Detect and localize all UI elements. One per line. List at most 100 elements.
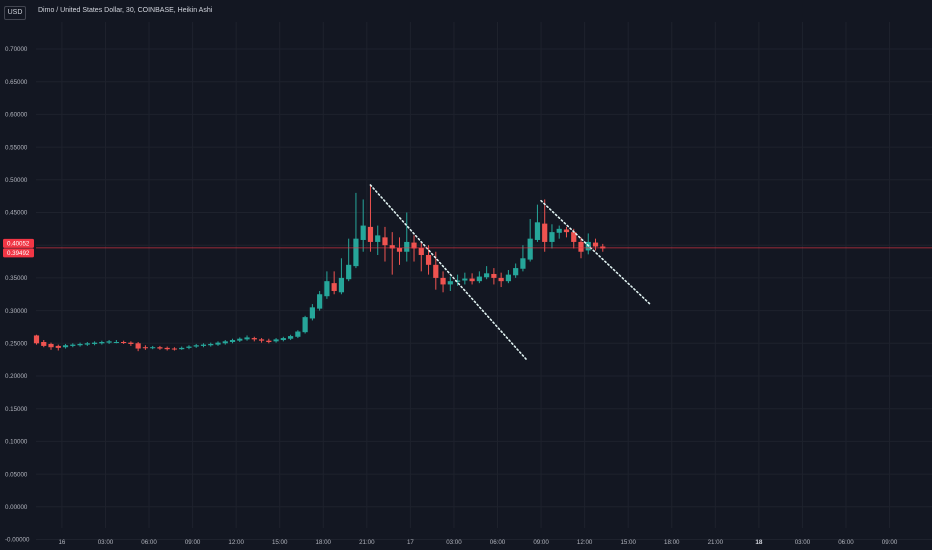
candle-body [440, 277, 446, 285]
candle-body [454, 280, 461, 282]
currency-selector[interactable]: USD [4, 6, 26, 20]
candle-body [433, 264, 439, 278]
trendline[interactable] [369, 184, 528, 361]
trendline[interactable] [540, 199, 651, 305]
candle [542, 199, 548, 252]
candle [491, 268, 497, 285]
symbol-title: Dimo / United States Dollar, 30, COINBAS… [38, 7, 213, 14]
candle [367, 184, 374, 252]
candle-body [77, 343, 83, 346]
candle [84, 341, 90, 346]
candle-body [33, 335, 40, 344]
candle-body [244, 337, 250, 340]
x-tick-label: 15:00 [272, 539, 288, 546]
y-tick-label: 0.45000 [5, 210, 28, 217]
candle [317, 290, 323, 311]
candle-body [142, 347, 148, 349]
candle-body [266, 340, 272, 342]
candle [425, 245, 432, 275]
candle [563, 226, 570, 238]
candle [70, 343, 76, 348]
x-tick-label: 06:00 [490, 539, 506, 546]
candle [556, 225, 562, 239]
candle-body [237, 338, 243, 341]
candle-body [157, 347, 163, 349]
candle [113, 340, 119, 344]
candle-body [288, 336, 294, 339]
candle [382, 226, 388, 262]
x-tick-label: 16 [58, 539, 65, 546]
candle-body [280, 338, 286, 341]
candle-body [389, 245, 395, 249]
candle [295, 330, 301, 339]
candle-body [469, 278, 475, 282]
candle-body [171, 348, 178, 350]
candle-body [498, 277, 504, 282]
y-tick-label: 0.20000 [5, 373, 28, 380]
candle [229, 338, 236, 344]
candle [505, 270, 511, 284]
candle [440, 271, 446, 293]
candle-body [128, 342, 134, 344]
candle-body [404, 241, 410, 252]
candle-body [229, 340, 236, 342]
candle [288, 334, 294, 341]
candle [346, 238, 352, 282]
candle-body [367, 226, 374, 242]
y-axis[interactable]: 0.70000 0.65000 0.60000 0.55000 0.50000 0.450… [5, 46, 30, 544]
candle [498, 272, 504, 288]
candle-body [70, 344, 76, 346]
x-tick-label: 09:00 [882, 539, 898, 546]
candle [447, 276, 453, 291]
candle [157, 345, 163, 350]
candle-body [571, 232, 577, 242]
candle [360, 199, 366, 252]
candle-body [556, 228, 562, 233]
candle [513, 263, 519, 278]
y-tick-label: 0.15000 [5, 406, 28, 413]
candle [484, 266, 490, 280]
candle [266, 338, 272, 344]
x-tick-label: 03:00 [795, 539, 811, 546]
candle-body [113, 341, 119, 343]
candle-body [41, 341, 47, 346]
price-tag-label: 0.40052 [7, 240, 30, 247]
candle-body [179, 347, 185, 350]
y-tick-label: 0.50000 [5, 177, 28, 184]
candle-body [578, 241, 584, 252]
candle-body [331, 283, 337, 291]
candle [106, 340, 112, 344]
candle [418, 241, 424, 272]
candle-body [258, 339, 265, 341]
y-tick-label: 0.10000 [5, 439, 28, 446]
candle-body [99, 341, 105, 344]
candle [222, 340, 228, 345]
candle-body [48, 343, 54, 348]
x-tick-label: 17 [407, 539, 414, 546]
candle [324, 271, 330, 299]
x-tick-label: 03:00 [446, 539, 462, 546]
candle [215, 341, 221, 346]
x-tick-label: 12:00 [228, 539, 244, 546]
candle [251, 336, 257, 342]
candle [462, 272, 468, 285]
candle [585, 233, 591, 255]
candle [280, 336, 286, 342]
candle [99, 340, 105, 345]
candle [237, 337, 243, 342]
candle [527, 219, 533, 262]
trendlines[interactable] [369, 184, 651, 361]
candle [150, 345, 156, 350]
candle-body [121, 341, 127, 343]
x-axis[interactable]: 16 03:00 06:00 09:00 12:00 15:00 18:00 21:00 17 0… [58, 539, 897, 546]
x-tick-label: 03:00 [98, 539, 114, 546]
candle [48, 342, 54, 350]
candle [549, 224, 555, 249]
y-tick-label: 0.25000 [5, 341, 28, 348]
candle-body [491, 273, 497, 278]
candle [396, 237, 403, 265]
candle-body [193, 345, 199, 347]
candle-body [520, 258, 526, 269]
candle [135, 341, 141, 352]
